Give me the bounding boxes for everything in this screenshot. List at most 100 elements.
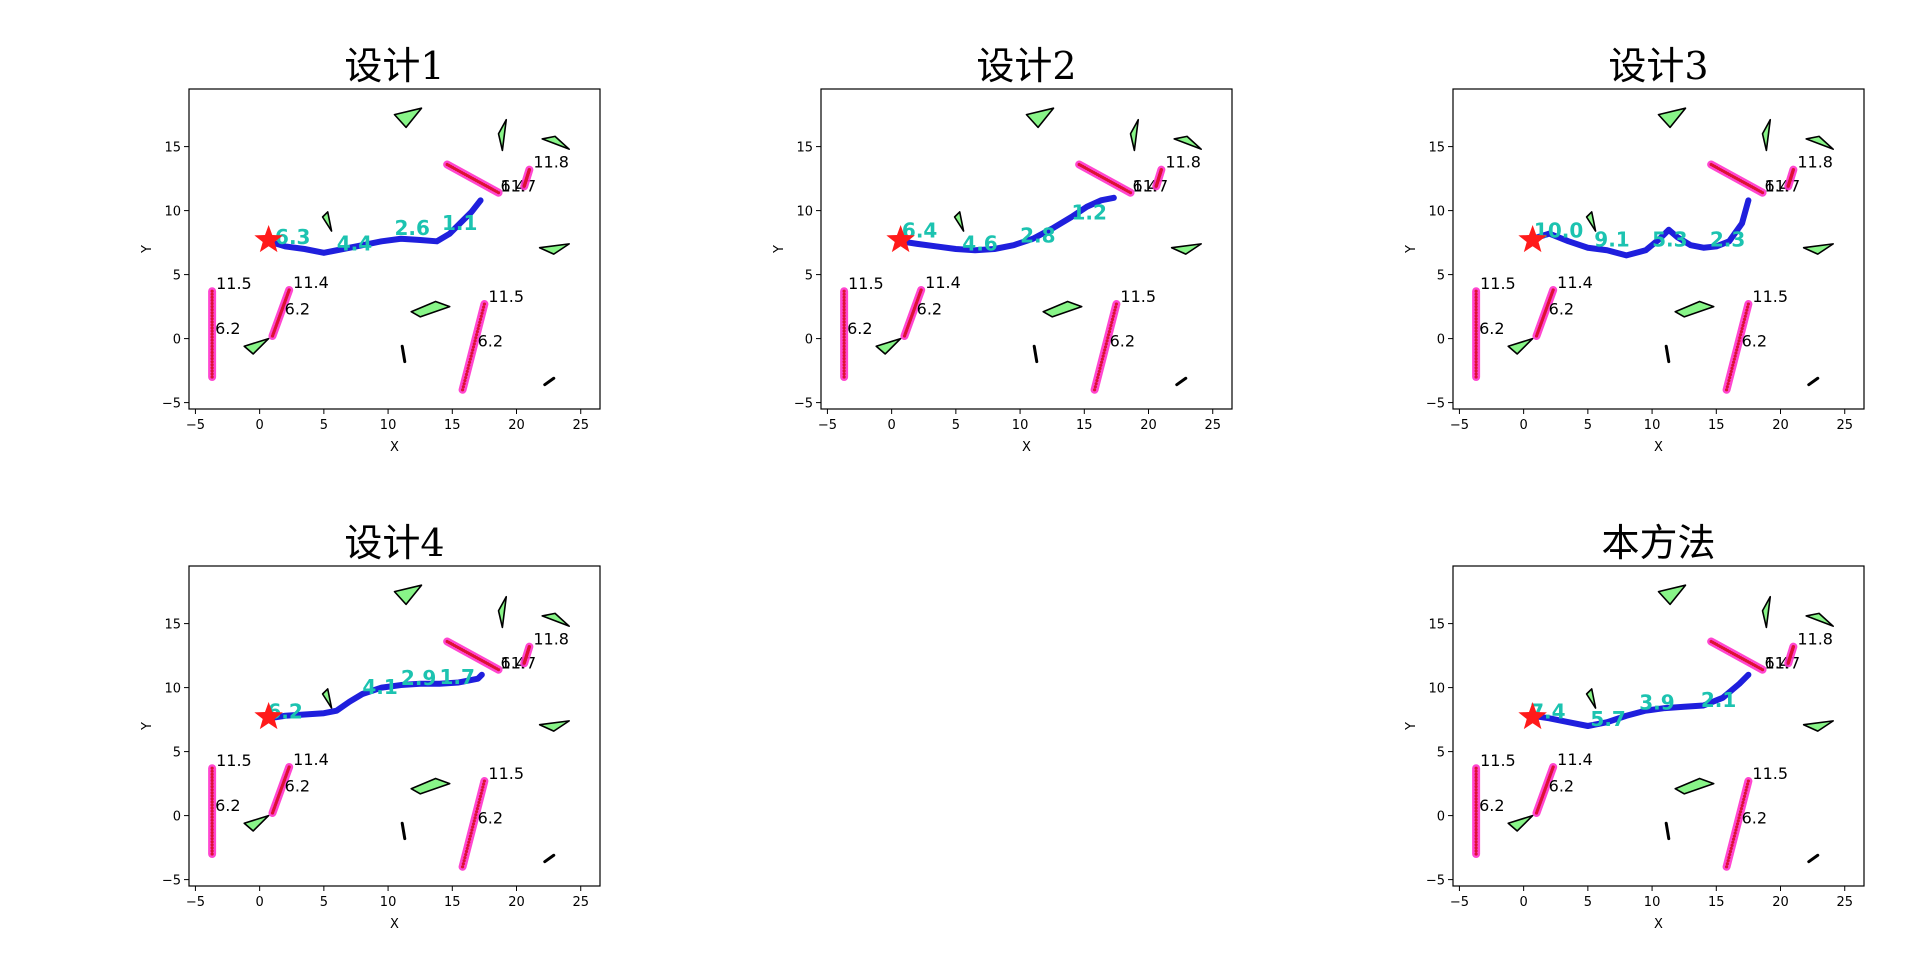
pedestrian-point [210,778,214,783]
pedestrian-point [842,292,846,296]
obstacle-wall [543,376,556,387]
pedestrian-point [210,326,214,330]
obstacle-wall [1175,376,1188,387]
pedestrian-point [1745,785,1749,789]
obstacle-triangle [1805,612,1834,627]
pedestrian-time-label: 11.4 [293,273,329,292]
pedestrian-point [1728,852,1732,857]
x-tick-label: 25 [1836,418,1853,433]
pedestrian-point [1094,382,1098,386]
pedestrian-time-label: 11.8 [1165,153,1201,172]
pedestrian-point [1735,345,1740,349]
pedestrian-point [842,335,846,339]
y-tick-label: 5 [1437,746,1445,761]
pedestrian-point [1097,369,1101,374]
pedestrian-point [1474,815,1478,819]
pedestrian-point [1724,865,1729,869]
pedestrian-point [1738,813,1742,817]
pedestrian-point [210,317,214,321]
pedestrian-point [210,298,214,303]
plot-frame [820,88,1233,410]
pedestrian-point [1474,849,1478,853]
pedestrian-time-label: 6.2 [478,332,503,351]
pedestrian-time-label: 11.5 [1480,751,1516,770]
pedestrian-point [1727,379,1731,383]
pedestrian-time-label: 11.5 [1752,764,1788,783]
pedestrian-point [1474,824,1478,829]
robot-path-point [1604,719,1610,725]
path-time-label: 5.3 [1652,227,1687,251]
pedestrian-point [210,781,214,786]
pedestrian-point [1104,342,1108,346]
pedestrian-point [1733,354,1737,358]
y-axis-label: Y [1404,722,1419,731]
robot-path-point [282,713,288,719]
x-tick-label: 25 [572,418,589,433]
pedestrian-point [472,819,476,823]
pedestrian-point [210,769,214,773]
pedestrian-point [1474,335,1478,339]
robot-path-point [1739,220,1745,226]
robot-path-point [301,711,308,718]
robot-path-point [1657,236,1663,242]
path-time-label: 1.2 [1071,201,1106,225]
pedestrian-point [1474,830,1478,835]
pedestrian-point [842,360,846,364]
robot-path [1529,197,1752,259]
robot-path-point [447,231,453,237]
x-tick-label: 15 [1708,418,1725,433]
obstacle-triangle [1585,688,1597,709]
path-time-label: 2.8 [1020,224,1055,248]
pedestrian-point [842,350,846,355]
pedestrian-time-label: 11.5 [216,751,252,770]
pedestrian-point [1726,859,1730,863]
pedestrian-point [1092,388,1097,392]
pedestrian-time-label: 11.8 [1797,630,1833,649]
y-tick-label: 0 [1437,810,1445,825]
x-tick-label: 20 [508,418,525,433]
pedestrian-point [478,320,482,325]
pedestrian-point [1730,366,1734,370]
pedestrian-point [1101,354,1105,358]
plot-frame [188,565,601,887]
pedestrian-point [210,332,214,336]
robot-path-point [1745,197,1752,203]
pedestrian-point [478,794,483,798]
pedestrian-point [210,846,214,850]
pedestrian-point [479,314,483,318]
pedestrian-point [210,357,214,361]
pedestrian-time-label: 6.4 [1133,177,1158,196]
pedestrian-point [1099,363,1103,367]
pedestrian-point [1733,831,1737,835]
pedestrian-point [842,353,846,358]
pedestrian-time-label: 6.4 [501,654,526,673]
pedestrian-point [1474,323,1478,327]
pedestrian-point [464,372,469,377]
robot-path-point [417,681,423,687]
pedestrian-point [842,314,846,318]
path-time-label: 2.1 [1701,688,1736,712]
robot-path-point [456,679,462,686]
obstacle-triangle [243,337,270,355]
y-tick-label: 15 [164,618,181,633]
pedestrian-point [474,813,478,817]
obstacle-triangle [1802,720,1834,732]
x-tick-label: 20 [1140,418,1157,433]
pedestrian-point [463,856,467,860]
x-tick-label: 5 [952,418,960,433]
pedestrian-point [1110,320,1114,325]
obstacle-triangle [1674,300,1715,318]
pedestrian-time-label: 11.8 [533,630,569,649]
pedestrian-point [462,382,466,386]
pedestrian-point [1474,375,1478,379]
pedestrian-point [842,326,846,330]
pedestrian-point [210,809,214,813]
pedestrian-time-label: 6.2 [847,319,872,338]
pedestrian-point [1107,333,1111,337]
y-tick-label: 10 [796,205,813,220]
pedestrian-point [1791,645,1795,649]
pedestrian-point [842,369,846,373]
robot-path-point [1068,214,1075,220]
pedestrian-point [478,317,483,321]
pedestrian-point [1474,317,1478,321]
